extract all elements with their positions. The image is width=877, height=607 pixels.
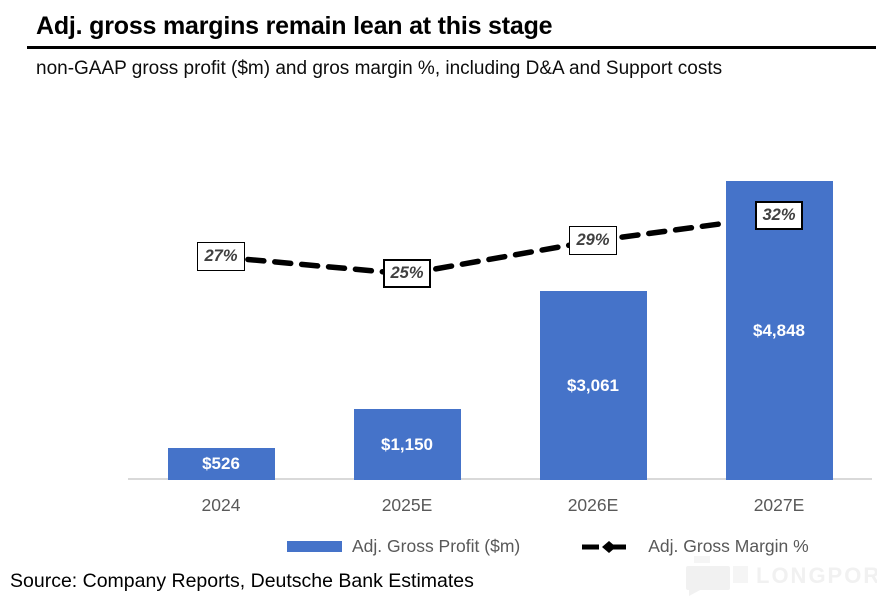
- margin-point-label: 32%: [755, 200, 803, 230]
- bar-value-label: $1,150: [381, 434, 433, 454]
- page-title: Adj. gross margins remain lean at this s…: [36, 12, 553, 40]
- chart-legend: Adj. Gross Profit ($m) Adj. Gross Margin…: [287, 536, 809, 557]
- legend-item-margin: Adj. Gross Margin %: [580, 536, 809, 557]
- source-note: Source: Company Reports, Deutsche Bank E…: [10, 570, 474, 592]
- x-axis-label: 2025E: [381, 495, 433, 515]
- profit-bar[interactable]: $4,848: [725, 181, 833, 480]
- x-axis-label: 2026E: [567, 495, 619, 515]
- profit-bar[interactable]: $1,150: [353, 409, 461, 480]
- bar-swatch-icon: [287, 541, 342, 552]
- legend-bar-label: Adj. Gross Profit ($m): [352, 536, 521, 556]
- watermark-text: LONGPORT: [756, 563, 877, 588]
- margin-point-label: 27%: [197, 241, 245, 271]
- bar-value-label: $3,061: [567, 375, 619, 395]
- x-axis-label: 2027E: [753, 495, 805, 515]
- longport-logo-icon: [686, 556, 748, 596]
- bar-value-label: $4,848: [753, 320, 805, 340]
- margin-line-path: [218, 213, 782, 277]
- dashed-line-diamond-icon: [582, 540, 637, 553]
- longport-watermark: LONGPORT: [686, 556, 877, 596]
- margin-point-label: 25%: [383, 258, 431, 288]
- x-axis-label: 2024: [201, 495, 241, 515]
- margin-point-label: 29%: [569, 225, 617, 255]
- title-underline: [27, 46, 876, 49]
- x-axis-line: [128, 478, 872, 480]
- legend-line-label: Adj. Gross Margin %: [648, 536, 809, 556]
- bar-value-label: $526: [202, 454, 240, 473]
- chart-subtitle: non-GAAP gross profit ($m) and gros marg…: [36, 58, 723, 79]
- legend-item-profit: Adj. Gross Profit ($m): [287, 536, 520, 557]
- profit-bar[interactable]: $3,061: [539, 291, 647, 480]
- profit-bar[interactable]: $526: [167, 448, 275, 480]
